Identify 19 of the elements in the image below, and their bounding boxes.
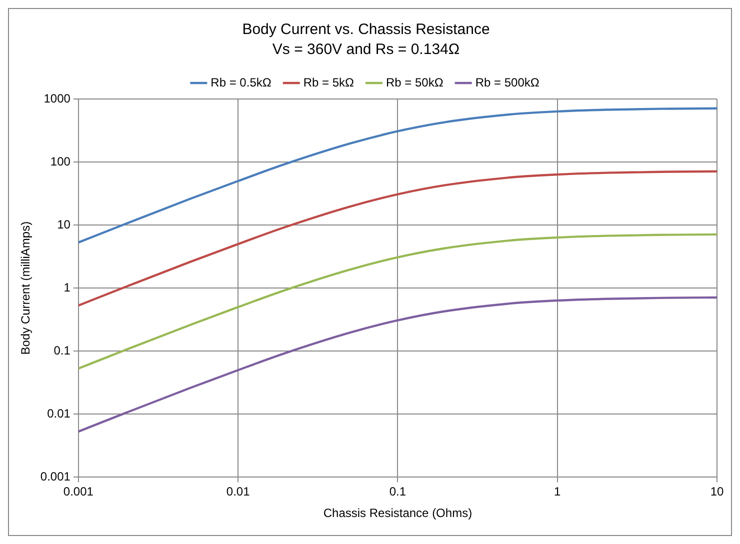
chart-subtitle: Vs = 360V and Rs = 0.134Ω	[272, 41, 460, 58]
x-tick-label: 1	[554, 484, 562, 499]
legend-label: Rb = 500kΩ	[475, 75, 540, 90]
chart-title: Body Current vs. Chassis Resistance	[242, 21, 490, 38]
y-tick-label: 10	[57, 217, 71, 232]
y-tick-label: 0.1	[54, 343, 71, 358]
y-axis-title: Body Current (milliAmps)	[18, 221, 33, 355]
legend-label: Rb = 0.5kΩ	[210, 75, 272, 90]
legend-label: Rb = 50kΩ	[386, 75, 444, 90]
x-tick-label: 0.1	[389, 484, 406, 499]
y-tick-label: 1000	[44, 91, 71, 106]
legend-label: Rb = 5kΩ	[303, 75, 354, 90]
x-tick-label: 10	[710, 484, 724, 499]
y-tick-label: 1	[64, 280, 71, 294]
y-tick-label: 100	[50, 154, 71, 168]
x-tick-label: 0.01	[226, 484, 250, 499]
x-axis-title: Chassis Resistance (Ohms)	[323, 506, 472, 520]
y-tick-label: 0.001	[40, 470, 71, 484]
y-tick-label: 0.01	[47, 406, 71, 420]
